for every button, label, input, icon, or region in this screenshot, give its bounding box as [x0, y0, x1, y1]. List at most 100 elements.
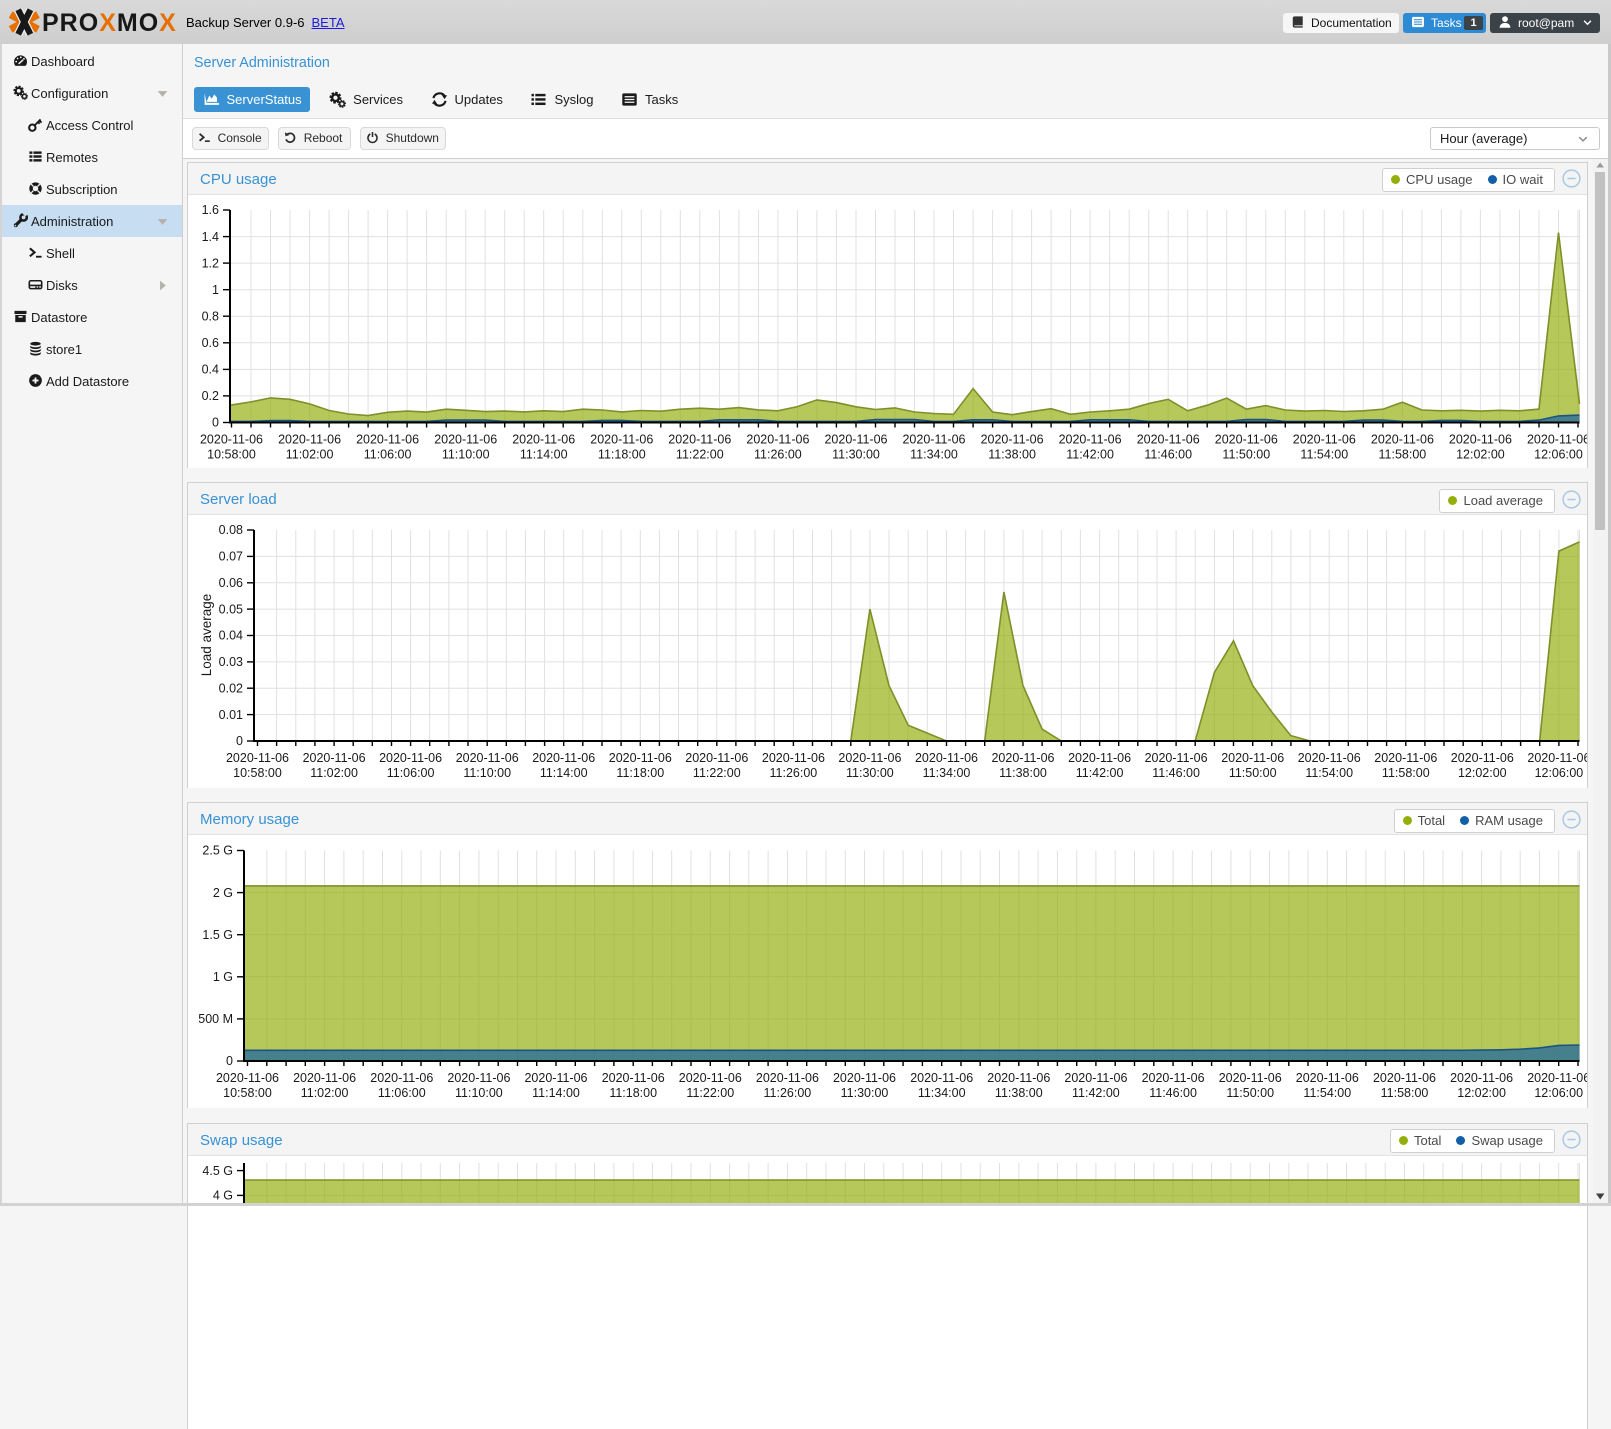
svg-text:2020-11-06: 2020-11-06: [1059, 432, 1122, 446]
svg-text:11:26:00: 11:26:00: [764, 1086, 812, 1100]
svg-text:2020-11-06: 2020-11-06: [756, 1071, 819, 1085]
svg-text:11:58:00: 11:58:00: [1382, 766, 1430, 780]
svg-text:2020-11-06: 2020-11-06: [590, 432, 653, 446]
svg-text:2020-11-06: 2020-11-06: [1296, 1071, 1359, 1085]
svg-text:2020-11-06: 2020-11-06: [833, 1071, 896, 1085]
svg-text:10:58:00: 10:58:00: [233, 766, 282, 780]
svg-text:12:02:00: 12:02:00: [1456, 447, 1505, 461]
svg-text:2020-11-06: 2020-11-06: [532, 751, 595, 765]
svg-text:2020-11-06: 2020-11-06: [356, 432, 419, 446]
svg-text:4.5 G: 4.5 G: [202, 1163, 233, 1177]
svg-text:11:06:00: 11:06:00: [387, 766, 435, 780]
svg-text:2020-11-06: 2020-11-06: [1145, 751, 1208, 765]
svg-text:2020-11-06: 2020-11-06: [1450, 1071, 1513, 1085]
svg-text:2020-11-06: 2020-11-06: [379, 751, 442, 765]
svg-text:2020-11-06: 2020-11-06: [524, 1071, 587, 1085]
svg-text:0.03: 0.03: [219, 655, 243, 669]
svg-text:2020-11-06: 2020-11-06: [1451, 751, 1514, 765]
svg-text:2020-11-06: 2020-11-06: [456, 751, 519, 765]
svg-text:2020-11-06: 2020-11-06: [1371, 432, 1434, 446]
svg-text:2020-11-06: 2020-11-06: [1373, 1071, 1436, 1085]
svg-text:11:38:00: 11:38:00: [999, 766, 1047, 780]
svg-text:2020-11-06: 2020-11-06: [1293, 432, 1356, 446]
svg-text:0.2: 0.2: [202, 389, 219, 403]
svg-text:12:06:00: 12:06:00: [1535, 766, 1584, 780]
svg-text:1.6: 1.6: [202, 203, 219, 217]
svg-text:11:38:00: 11:38:00: [988, 447, 1036, 461]
svg-text:11:34:00: 11:34:00: [923, 766, 971, 780]
svg-text:2020-11-06: 2020-11-06: [293, 1071, 356, 1085]
svg-text:11:54:00: 11:54:00: [1305, 766, 1353, 780]
svg-text:2020-11-06: 2020-11-06: [1068, 751, 1131, 765]
svg-text:2020-11-06: 2020-11-06: [278, 432, 341, 446]
svg-text:11:34:00: 11:34:00: [910, 447, 958, 461]
svg-text:11:42:00: 11:42:00: [1072, 1086, 1120, 1100]
svg-text:11:10:00: 11:10:00: [442, 447, 490, 461]
svg-text:1: 1: [212, 282, 219, 296]
svg-text:11:50:00: 11:50:00: [1226, 1086, 1274, 1100]
svg-text:11:10:00: 11:10:00: [463, 766, 511, 780]
svg-text:11:58:00: 11:58:00: [1379, 447, 1427, 461]
svg-text:0: 0: [236, 734, 243, 748]
svg-text:11:34:00: 11:34:00: [918, 1086, 966, 1100]
svg-text:2020-11-06: 2020-11-06: [685, 751, 748, 765]
svg-text:2.5 G: 2.5 G: [202, 844, 233, 858]
svg-text:11:18:00: 11:18:00: [598, 447, 646, 461]
svg-text:11:02:00: 11:02:00: [301, 1086, 349, 1100]
svg-text:4 G: 4 G: [213, 1188, 233, 1202]
svg-text:11:02:00: 11:02:00: [286, 447, 334, 461]
svg-text:2020-11-06: 2020-11-06: [1221, 751, 1284, 765]
svg-text:2020-11-06: 2020-11-06: [1449, 432, 1512, 446]
svg-text:11:30:00: 11:30:00: [846, 766, 894, 780]
svg-text:11:06:00: 11:06:00: [364, 447, 412, 461]
svg-text:2020-11-06: 2020-11-06: [434, 432, 497, 446]
svg-text:0.05: 0.05: [219, 602, 243, 616]
svg-text:2020-11-06: 2020-11-06: [987, 1071, 1050, 1085]
svg-text:2020-11-06: 2020-11-06: [609, 751, 672, 765]
svg-text:11:14:00: 11:14:00: [540, 766, 588, 780]
svg-text:1.5 G: 1.5 G: [202, 928, 233, 942]
svg-text:11:46:00: 11:46:00: [1152, 766, 1200, 780]
svg-text:0.4: 0.4: [202, 362, 219, 376]
svg-text:1 G: 1 G: [213, 970, 233, 984]
svg-text:2020-11-06: 2020-11-06: [838, 751, 901, 765]
svg-text:2020-11-06: 2020-11-06: [1298, 751, 1361, 765]
svg-text:11:22:00: 11:22:00: [676, 447, 724, 461]
svg-text:12:02:00: 12:02:00: [1458, 766, 1507, 780]
svg-text:2020-11-06: 2020-11-06: [1219, 1071, 1282, 1085]
svg-text:0.07: 0.07: [219, 550, 243, 564]
svg-text:11:58:00: 11:58:00: [1381, 1086, 1429, 1100]
svg-text:0.8: 0.8: [202, 309, 219, 323]
svg-text:11:46:00: 11:46:00: [1144, 447, 1192, 461]
svg-text:11:26:00: 11:26:00: [770, 766, 818, 780]
svg-text:10:58:00: 10:58:00: [207, 447, 256, 461]
svg-text:2020-11-06: 2020-11-06: [902, 432, 965, 446]
svg-text:2020-11-06: 2020-11-06: [1137, 432, 1200, 446]
svg-text:12:06:00: 12:06:00: [1534, 447, 1583, 461]
svg-text:0: 0: [226, 1054, 233, 1068]
svg-text:2020-11-06: 2020-11-06: [668, 432, 731, 446]
svg-text:2020-11-06: 2020-11-06: [447, 1071, 510, 1085]
svg-text:2020-11-06: 2020-11-06: [991, 751, 1054, 765]
svg-text:11:30:00: 11:30:00: [832, 447, 880, 461]
svg-text:2020-11-06: 2020-11-06: [1142, 1071, 1205, 1085]
svg-text:1.2: 1.2: [202, 256, 219, 270]
svg-text:2020-11-06: 2020-11-06: [1215, 432, 1278, 446]
svg-text:11:50:00: 11:50:00: [1229, 766, 1277, 780]
svg-text:2020-11-06: 2020-11-06: [216, 1071, 279, 1085]
svg-text:2020-11-06: 2020-11-06: [1374, 751, 1437, 765]
svg-text:0.01: 0.01: [219, 708, 243, 722]
svg-text:11:22:00: 11:22:00: [686, 1086, 734, 1100]
svg-text:11:02:00: 11:02:00: [310, 766, 358, 780]
svg-text:2020-11-06: 2020-11-06: [370, 1071, 433, 1085]
svg-text:2020-11-06: 2020-11-06: [226, 751, 289, 765]
svg-text:11:26:00: 11:26:00: [754, 447, 802, 461]
svg-text:2020-11-06: 2020-11-06: [824, 432, 887, 446]
svg-text:12:02:00: 12:02:00: [1457, 1086, 1506, 1100]
svg-text:2020-11-06: 2020-11-06: [1527, 751, 1587, 765]
svg-text:0.04: 0.04: [219, 629, 243, 643]
svg-text:11:18:00: 11:18:00: [609, 1086, 657, 1100]
svg-text:2020-11-06: 2020-11-06: [200, 432, 263, 446]
svg-text:2020-11-06: 2020-11-06: [1527, 1071, 1587, 1085]
svg-text:11:42:00: 11:42:00: [1066, 447, 1114, 461]
